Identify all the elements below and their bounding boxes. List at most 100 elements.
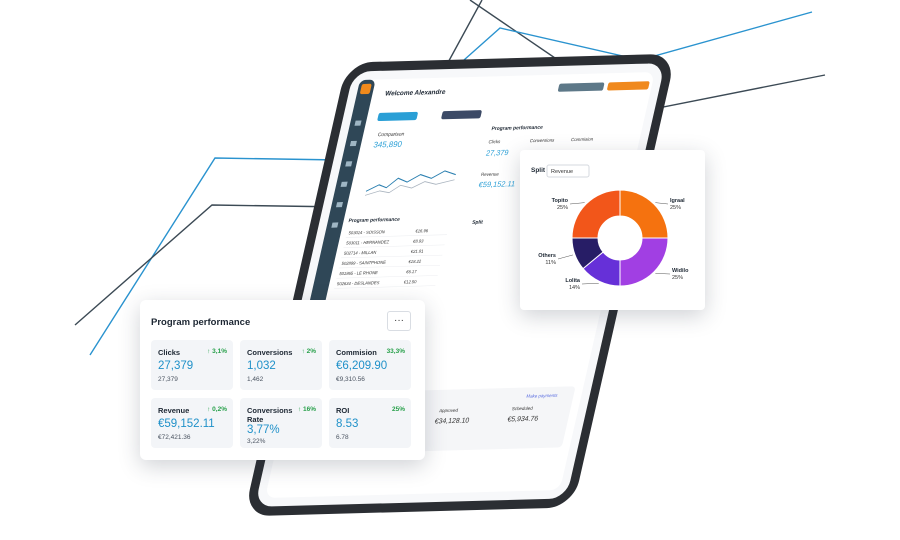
deco-line [89,157,341,356]
split-card: Split Revenue Igraal 25% Widilo 25% Lolita 14… [520,150,705,310]
button[interactable] [557,82,605,92]
metric-tile: ROI 25% 8.53 6.78 [329,398,411,448]
label: Conversions [529,138,555,144]
metric-label: Clicks [158,348,181,357]
slice-label: Widilo [672,268,689,274]
sidebar-icons [331,120,362,228]
value: 27,379 [485,148,510,158]
row-value: €6.17 [406,269,418,274]
welcome: Welcome Alexandre [384,89,446,98]
row-name: 502899 - SAINTPHONE [341,260,386,266]
leader-line [581,282,599,285]
label: Commision [571,137,595,143]
icon [345,161,353,167]
metric-previous: €9,310.56 [336,376,365,383]
metric-tile: Clicks ↑ 3,1% 27,379 27,379 [151,340,233,390]
icon [335,202,344,208]
card-title: Program performance [151,317,251,328]
row-divider [336,275,438,279]
pie-slice [571,189,621,239]
date-chip[interactable] [377,111,418,122]
slice-value: 25% [672,275,683,281]
slice-label: Topito [552,198,569,204]
row-divider [334,285,436,289]
row-name: 503011 - HERNANDEZ [346,239,390,245]
icon [349,140,357,147]
icon [340,181,348,187]
label: Comparison [377,132,405,139]
slice-value: 25% [670,205,681,211]
metric-value: 27,379 [158,360,194,372]
row-value: €21.81 [410,249,424,254]
metric-tile: Conversions ↑ 2% 1,032 1,462 [240,340,322,390]
slice-label: Lolita [565,278,581,284]
metric-value: 8.53 [336,418,359,430]
table-title: Program performance [348,217,401,224]
metric-tile: Commision 33,3% €6,209.90 €9,310.56 [329,340,411,390]
dropdown[interactable] [546,164,590,178]
metric-change: ↑ 16% [297,406,316,413]
date-chip[interactable] [441,110,482,120]
metric-change: ↑ 0,2% [207,406,227,413]
background-lines [74,0,826,356]
pie-slice [619,237,669,287]
value: €5,934.76 [507,415,539,424]
logo [360,83,372,95]
label: Revenue [481,172,500,178]
deco-line [74,204,346,326]
more-button[interactable]: ··· [387,311,411,331]
value: €59,152.11 [478,179,516,189]
metric-label: Commision [336,348,377,357]
slice-label: Others [538,253,556,259]
performance-card: Program performance ··· Clicks ↑ 3,1% 27,3… [140,300,425,460]
pie-chart: Split Revenue Igraal25%Widilo25%Lolita14… [531,164,689,291]
row-value: €18.22 [408,259,422,264]
pie-slice [619,189,669,239]
row-name: 502634 - DESLANDES [337,280,381,286]
metric-change: ↑ 3,1% [207,348,227,355]
metric-tile: Conversions Rate ↑ 16% 3,77% 3,22% [240,398,322,448]
metric-label: Conversions Rate [247,406,293,424]
leader-line [655,202,669,205]
sparkline [365,170,456,192]
row-divider [345,234,448,238]
row-value: €8.93 [413,238,425,243]
metric-tile: Revenue ↑ 0,2% €59,152.11 €72,421.36 [151,398,233,448]
row-value: €12.50 [403,279,417,284]
row-divider [341,254,443,259]
metric-change: 33,3% [386,348,405,355]
metric-label: ROI [336,406,350,415]
slice-value: 25% [557,205,568,211]
metric-value: €6,209.90 [336,360,388,372]
sparkline [365,179,455,196]
metric-change: 25% [391,406,405,413]
leader-line [569,202,585,205]
sidebar [307,79,375,315]
metric-value: 3,77% [247,424,280,436]
icon [354,120,362,126]
link[interactable]: Make payments [526,393,559,399]
metric-change: ↑ 2% [301,348,316,355]
leader-line [557,254,574,260]
table: 503014 - SOISSON €16.96 503011 - HERNANDEZ… [334,228,448,289]
label: Scheduled [511,406,533,412]
row-value: €16.96 [415,228,429,233]
label: Program performance [491,125,544,132]
metric-previous: 3,22% [247,438,266,445]
row-name: 501865 - LE RHONE [339,270,379,276]
row-name: 502714 - MILLAN [344,250,377,256]
slice-value: 14% [569,285,580,291]
metric-label: Revenue [158,406,190,415]
metric-previous: €72,421.36 [158,434,191,441]
value: 345,890 [373,140,404,150]
chart-title: Split [531,167,546,174]
label: Split [471,220,483,226]
button[interactable] [607,81,650,91]
dropdown-label: Revenue [551,169,573,175]
row-divider [338,265,441,269]
slice-label: Igraal [670,198,685,204]
metric-previous: 27,379 [158,376,178,383]
row-name: 503014 - SOISSON [348,229,385,235]
metric-value: 1,032 [247,360,276,372]
